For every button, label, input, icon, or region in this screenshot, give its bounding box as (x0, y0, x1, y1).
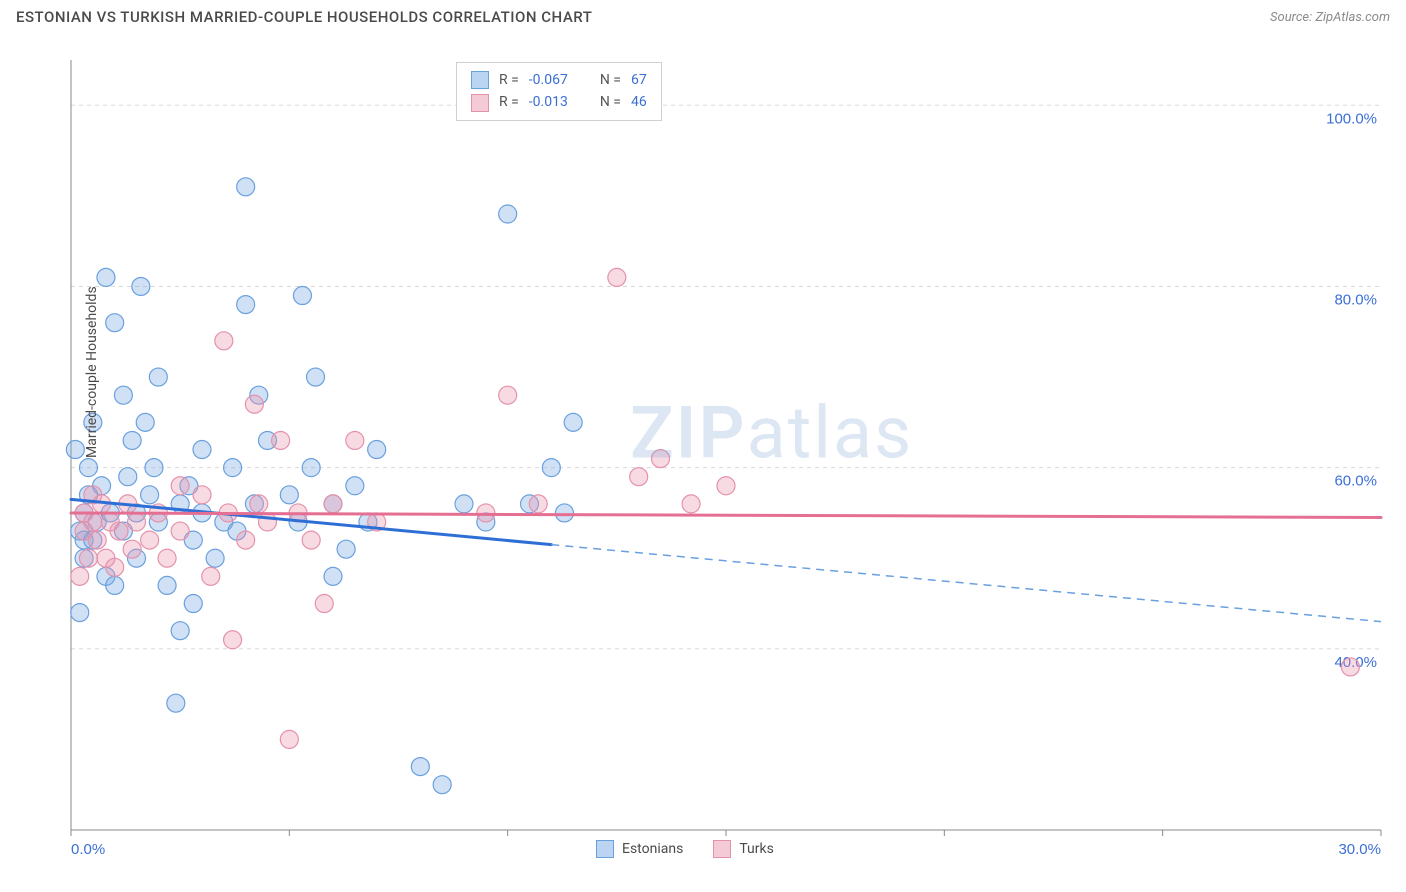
chart-header: ESTONIAN VS TURKISH MARRIED-COUPLE HOUSE… (0, 0, 1406, 30)
correlation-legend-row: R = -0.013 N = 46 (471, 91, 647, 113)
chart-source: Source: ZipAtlas.com (1270, 10, 1390, 25)
correlation-legend-row: R = -0.067 N = 67 (471, 69, 647, 91)
svg-text:60.0%: 60.0% (1334, 473, 1377, 490)
legend-swatch (471, 71, 489, 89)
series-label: Turks (739, 841, 774, 857)
series-label: Estonians (622, 841, 683, 857)
n-value: 46 (631, 91, 647, 113)
n-label: N = (600, 91, 621, 113)
correlation-scatter-chart: 40.0%60.0%80.0%100.0%0.0%30.0% (16, 30, 1390, 870)
svg-text:100.0%: 100.0% (1326, 110, 1377, 127)
legend-swatch (596, 840, 614, 858)
n-label: N = (600, 69, 621, 91)
series-legend-item: Turks (713, 840, 774, 858)
svg-text:0.0%: 0.0% (71, 841, 105, 858)
svg-text:80.0%: 80.0% (1334, 291, 1377, 308)
series-legend: Estonians Turks (596, 840, 774, 858)
legend-swatch (713, 840, 731, 858)
legend-swatch (471, 94, 489, 112)
r-value: -0.067 (529, 69, 568, 91)
correlation-legend: R = -0.067 N = 67 R = -0.013 N = 46 (456, 62, 662, 121)
chart-title: ESTONIAN VS TURKISH MARRIED-COUPLE HOUSE… (16, 8, 592, 26)
svg-text:30.0%: 30.0% (1338, 841, 1381, 858)
series-legend-item: Estonians (596, 840, 683, 858)
r-label: R = (499, 91, 519, 113)
n-value: 67 (631, 69, 647, 91)
r-label: R = (499, 69, 519, 91)
y-axis-label: Married-couple Households (84, 286, 100, 458)
chart-container: Married-couple Households 40.0%60.0%80.0… (16, 30, 1390, 870)
r-value: -0.013 (529, 91, 568, 113)
